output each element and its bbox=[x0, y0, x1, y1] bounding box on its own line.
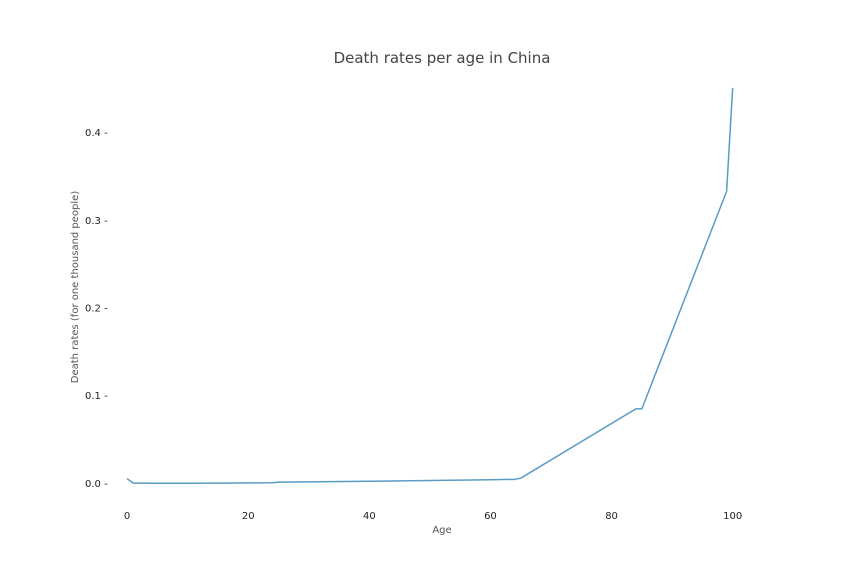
x-tick-label: 80 bbox=[605, 511, 618, 522]
y-tick-label: 0.2 - bbox=[85, 304, 108, 315]
series-line bbox=[126, 87, 734, 485]
y-tick-label: 0.4 - bbox=[85, 128, 108, 139]
x-tick-label: 0 bbox=[124, 511, 130, 522]
y-axis-label: Death rates (for one thousand people) bbox=[70, 191, 81, 384]
x-axis-ticks: 0 20 40 60 80 100 bbox=[124, 511, 742, 522]
chart-title: Death rates per age in China bbox=[334, 49, 551, 67]
y-axis-ticks: 0.0 - 0.1 - 0.2 - 0.3 - 0.4 - bbox=[85, 128, 108, 490]
y-tick-label: 0.1 - bbox=[85, 391, 108, 402]
x-tick-label: 20 bbox=[242, 511, 255, 522]
y-tick-label: 0.0 - bbox=[85, 479, 108, 490]
x-tick-label: 100 bbox=[723, 511, 742, 522]
x-tick-label: 40 bbox=[363, 511, 376, 522]
y-tick-label: 0.3 - bbox=[85, 216, 108, 227]
x-axis-label: Age bbox=[432, 525, 451, 536]
plot-area bbox=[126, 87, 734, 485]
x-tick-label: 60 bbox=[484, 511, 497, 522]
